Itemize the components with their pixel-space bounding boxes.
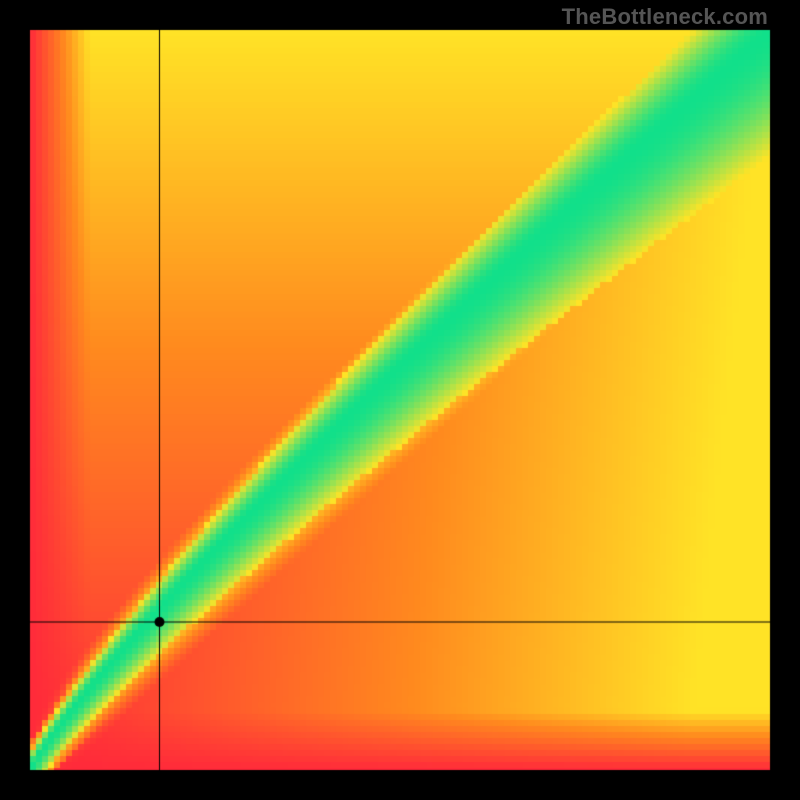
watermark-text: TheBottleneck.com [562, 4, 768, 30]
bottleneck-heatmap [0, 0, 800, 800]
